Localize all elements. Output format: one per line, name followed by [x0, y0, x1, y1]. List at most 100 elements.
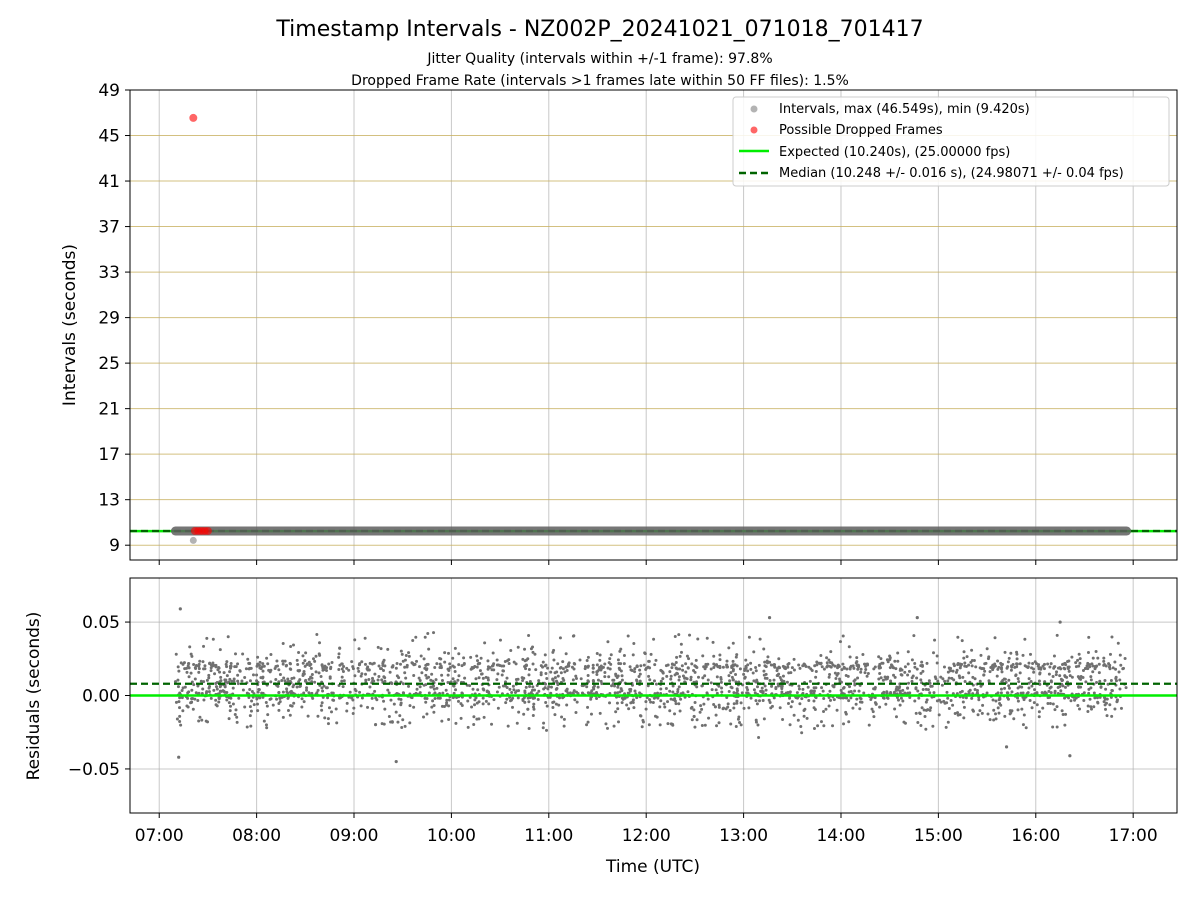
residual-point — [310, 676, 314, 680]
residual-point — [933, 638, 937, 642]
residual-point — [228, 670, 232, 674]
residual-point — [509, 649, 513, 653]
residual-point — [1068, 754, 1072, 758]
residual-point — [1005, 666, 1009, 670]
residual-point — [652, 679, 656, 683]
residual-point — [653, 714, 657, 718]
residual-point — [247, 667, 251, 671]
residual-point — [537, 689, 541, 693]
residual-point — [237, 696, 241, 700]
top-ytick-label: 9 — [109, 536, 120, 556]
residual-point — [1033, 660, 1037, 664]
residual-point — [780, 690, 784, 694]
residual-point — [921, 669, 925, 673]
residual-point — [568, 691, 572, 695]
residual-point — [1098, 679, 1102, 683]
residual-point — [281, 642, 285, 646]
residual-point — [411, 638, 415, 642]
residual-point — [595, 652, 599, 656]
residual-point — [211, 661, 215, 665]
residual-point — [795, 691, 799, 695]
residual-point — [302, 670, 306, 674]
residual-point — [337, 655, 341, 659]
residual-point — [433, 696, 437, 700]
chart-title: Timestamp Intervals - NZ002P_20241021_07… — [275, 17, 923, 42]
residual-point — [659, 687, 663, 691]
residual-point — [269, 680, 273, 684]
bottom-xtick-label: 11:00 — [524, 826, 573, 846]
residual-point — [205, 636, 209, 640]
residual-point — [401, 682, 405, 686]
residual-point — [529, 647, 533, 651]
residual-point — [895, 685, 899, 689]
residual-point — [495, 658, 499, 662]
residual-point — [403, 724, 407, 728]
residual-point — [788, 723, 792, 727]
residual-point — [261, 669, 265, 673]
residual-point — [916, 721, 920, 725]
residual-point — [564, 689, 568, 693]
residual-point — [792, 657, 796, 661]
residual-point — [786, 702, 790, 706]
residual-point — [400, 652, 404, 656]
residual-point — [212, 688, 216, 692]
residual-point — [859, 670, 863, 674]
residual-point — [1009, 651, 1013, 655]
residual-point — [523, 647, 527, 651]
residual-point — [589, 696, 593, 700]
residual-point — [451, 677, 455, 681]
residual-point — [192, 683, 196, 687]
residual-point — [1000, 663, 1004, 667]
residual-point — [1021, 653, 1025, 657]
residual-point — [738, 721, 742, 725]
residual-point — [497, 663, 501, 667]
residual-point — [476, 662, 480, 666]
residual-point — [844, 710, 848, 714]
residual-point — [739, 723, 743, 727]
residual-point — [704, 664, 708, 668]
residual-point — [767, 698, 771, 702]
residual-point — [523, 691, 527, 695]
residual-point — [974, 665, 978, 669]
residual-point — [424, 668, 428, 672]
residual-point — [705, 636, 709, 640]
residual-point — [542, 721, 546, 725]
residual-point — [753, 691, 757, 695]
residual-point — [484, 699, 488, 703]
residual-point — [1104, 707, 1108, 711]
residual-point — [896, 651, 900, 655]
residual-point — [928, 691, 932, 695]
residual-point — [862, 691, 866, 695]
residual-point — [1007, 686, 1011, 690]
residual-point — [1074, 665, 1078, 669]
residual-point — [1108, 663, 1112, 667]
residual-point — [217, 700, 221, 704]
residual-point — [1103, 678, 1107, 682]
residual-point — [955, 668, 959, 672]
residual-point — [1063, 675, 1067, 679]
legend-label-median: Median (10.248 +/- 0.016 s), (24.98071 +… — [779, 166, 1124, 181]
residual-point — [485, 690, 489, 694]
residual-point — [944, 725, 948, 729]
residual-point — [962, 656, 966, 660]
residual-point — [1122, 666, 1126, 670]
residual-point — [330, 661, 334, 665]
residual-point — [952, 678, 956, 682]
residual-point — [735, 699, 739, 703]
residual-point — [372, 679, 376, 683]
residual-point — [842, 722, 846, 726]
residual-point — [1055, 633, 1059, 637]
bottom-ytick-label: 0.05 — [82, 613, 120, 633]
residual-point — [202, 644, 206, 648]
residual-point — [257, 663, 261, 667]
residual-point — [1037, 710, 1041, 714]
residual-point — [612, 724, 616, 728]
residual-point — [831, 724, 835, 728]
residual-point — [492, 662, 496, 666]
residual-point — [522, 676, 526, 680]
residual-point — [201, 660, 205, 664]
residual-point — [412, 674, 416, 678]
residual-point — [1046, 696, 1050, 700]
residual-point — [914, 687, 918, 691]
residual-point — [425, 697, 429, 701]
